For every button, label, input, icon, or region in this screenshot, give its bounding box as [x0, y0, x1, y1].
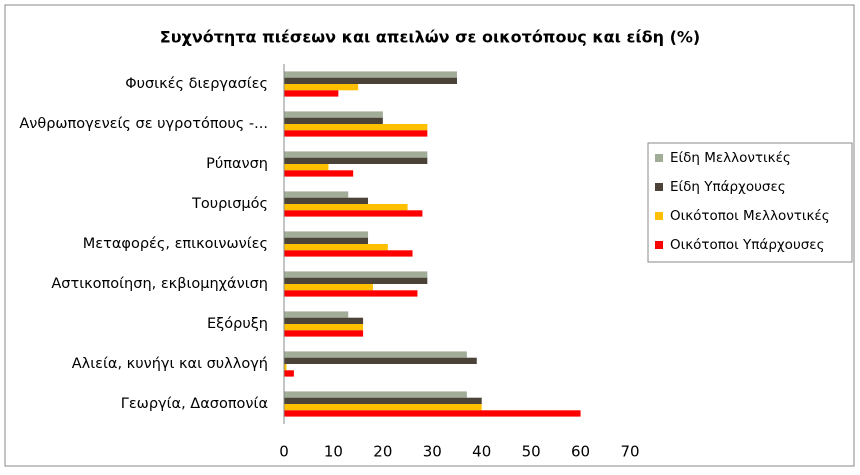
- legend-swatch: [655, 241, 663, 249]
- bar: [284, 391, 467, 398]
- bar: [284, 311, 349, 318]
- x-tick-label: 30: [423, 443, 442, 461]
- x-tick-label: 0: [279, 443, 289, 461]
- bar: [284, 404, 482, 411]
- legend-swatch: [655, 154, 663, 162]
- bar: [284, 271, 428, 278]
- x-tick-label: 20: [373, 443, 392, 461]
- y-tick-label: Εξόρυξη: [207, 316, 268, 332]
- bar: [284, 410, 581, 417]
- y-tick-label: Αστικοποίηση, εκβιομηχάνιση: [51, 276, 268, 292]
- y-tick-label: Γεωργία, Δασοπονία: [121, 396, 268, 412]
- y-tick-label: Φυσικές διεργασίες: [125, 76, 268, 92]
- bar: [284, 111, 383, 118]
- legend-label: Είδη Υπάρχουσες: [670, 179, 786, 195]
- bar: [284, 117, 383, 124]
- y-tick-label: Μεταφορές, επικοινωνίες: [83, 236, 268, 252]
- legend-swatch: [655, 212, 663, 220]
- bar: [284, 191, 349, 198]
- bar: [284, 324, 364, 331]
- bar: [284, 84, 359, 91]
- bar: [284, 284, 373, 291]
- legend-swatch: [655, 183, 663, 191]
- bar: [284, 244, 388, 251]
- bar: [284, 170, 354, 177]
- bar: [284, 364, 287, 371]
- x-tick-label: 40: [472, 443, 491, 461]
- bar: [284, 237, 369, 244]
- legend-label: Οικότοποι Υπάρχουσες: [670, 237, 825, 253]
- bar: [284, 210, 423, 217]
- bar: [284, 164, 329, 171]
- bar: [284, 277, 428, 284]
- bar: [284, 330, 364, 337]
- x-tick-label: 60: [571, 443, 590, 461]
- bar: [284, 151, 428, 158]
- bar: [284, 77, 457, 84]
- bar: [284, 250, 413, 257]
- y-tick-label: Τουρισμός: [191, 196, 268, 212]
- bar: [284, 370, 294, 377]
- bar: [284, 317, 364, 324]
- bar: [284, 124, 428, 131]
- x-tick-label: 70: [620, 443, 639, 461]
- bar: [284, 290, 418, 297]
- bar: [284, 157, 428, 164]
- chart-title: Συχνότητα πιέσεων και απειλών σε οικοτόπ…: [160, 28, 700, 47]
- y-tick-label: Ανθρωπογενείς σε υγροτόπους -...: [19, 116, 268, 132]
- legend-label: Οικότοποι Μελλοντικές: [670, 208, 830, 224]
- bar: [284, 197, 369, 204]
- bar: [284, 90, 339, 97]
- y-tick-label: Αλιεία, κυνήγι και συλλογή: [72, 356, 268, 372]
- y-tick-label: Ρύπανση: [206, 156, 268, 172]
- bar: [284, 204, 408, 211]
- bar: [284, 71, 457, 78]
- bar: [284, 357, 477, 364]
- x-tick-label: 50: [522, 443, 541, 461]
- bar: [284, 130, 428, 137]
- legend-label: Είδη Μελλοντικές: [670, 150, 791, 166]
- bar: [284, 397, 482, 404]
- bar: [284, 231, 369, 238]
- bar: [284, 351, 467, 358]
- x-tick-label: 10: [324, 443, 343, 461]
- legend-box: [647, 142, 853, 263]
